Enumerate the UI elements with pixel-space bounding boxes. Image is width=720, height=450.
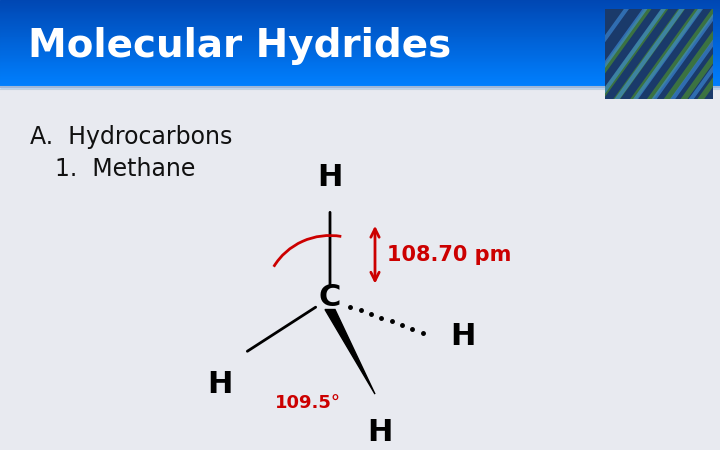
Bar — [0, 5, 720, 6]
Bar — [0, 22, 720, 23]
Bar — [0, 68, 720, 69]
Bar — [0, 54, 720, 55]
Bar — [0, 14, 720, 15]
Bar — [0, 49, 720, 50]
Bar — [0, 76, 720, 77]
Bar — [0, 65, 720, 66]
Text: Molecular Hydrides: Molecular Hydrides — [28, 27, 451, 65]
Bar — [0, 1, 720, 2]
Bar — [0, 42, 720, 43]
Bar — [0, 57, 720, 58]
Bar — [0, 47, 720, 48]
Bar — [0, 26, 720, 27]
Bar — [0, 32, 720, 33]
Bar — [0, 61, 720, 62]
Text: H: H — [450, 322, 475, 351]
Bar — [0, 84, 720, 85]
Bar — [0, 41, 720, 42]
Bar — [0, 3, 720, 4]
Bar — [0, 46, 720, 47]
Bar — [0, 75, 720, 76]
Bar — [0, 55, 720, 56]
Bar — [0, 35, 720, 36]
Bar — [0, 30, 720, 31]
Bar — [0, 51, 720, 52]
Bar — [0, 36, 720, 37]
Bar — [0, 80, 720, 81]
Bar — [0, 62, 720, 63]
Bar — [0, 83, 720, 84]
Bar — [0, 82, 720, 83]
Bar — [0, 40, 720, 41]
Bar — [0, 25, 720, 26]
Bar — [0, 52, 720, 53]
Polygon shape — [325, 310, 375, 394]
Bar — [0, 74, 720, 75]
Bar — [0, 50, 720, 51]
Bar — [0, 9, 720, 10]
Bar — [0, 44, 720, 45]
Bar — [0, 7, 720, 8]
Bar — [0, 21, 720, 22]
Bar — [0, 78, 720, 79]
Bar — [0, 33, 720, 34]
Bar — [0, 24, 720, 25]
Bar — [0, 43, 720, 44]
Bar — [0, 6, 720, 7]
Text: 109.5°: 109.5° — [275, 394, 341, 412]
Text: H: H — [207, 370, 233, 399]
Bar — [0, 45, 720, 46]
Bar — [0, 2, 720, 3]
Bar — [0, 48, 720, 49]
Bar — [0, 31, 720, 32]
Bar — [0, 38, 720, 40]
Text: H: H — [318, 163, 343, 192]
Bar — [0, 19, 720, 20]
Bar — [0, 56, 720, 57]
FancyBboxPatch shape — [601, 6, 716, 102]
Bar — [0, 23, 720, 24]
Bar — [0, 28, 720, 29]
Bar — [0, 63, 720, 64]
Bar — [0, 81, 720, 82]
Bar — [0, 64, 720, 65]
Bar — [0, 0, 720, 1]
Bar — [0, 20, 720, 21]
Bar — [0, 10, 720, 12]
Bar — [0, 29, 720, 30]
Bar — [0, 8, 720, 9]
Bar — [0, 59, 720, 61]
Bar — [0, 70, 720, 71]
Bar — [0, 72, 720, 73]
Bar — [0, 71, 720, 72]
Bar — [0, 15, 720, 16]
Bar — [0, 37, 720, 38]
Bar — [0, 18, 720, 19]
Bar — [0, 77, 720, 78]
Bar — [0, 85, 720, 86]
Bar — [0, 27, 720, 28]
Bar — [0, 69, 720, 70]
Bar — [0, 4, 720, 5]
Text: H: H — [367, 418, 392, 447]
Text: 108.70 pm: 108.70 pm — [387, 245, 511, 265]
Bar — [0, 58, 720, 59]
Text: 1.  Methane: 1. Methane — [55, 157, 195, 181]
Bar — [0, 16, 720, 17]
Bar — [0, 66, 720, 67]
Bar — [0, 73, 720, 74]
Bar — [0, 53, 720, 54]
Text: C: C — [319, 284, 341, 312]
Bar — [0, 79, 720, 80]
Bar — [0, 17, 720, 18]
Text: A.  Hydrocarbons: A. Hydrocarbons — [30, 125, 233, 149]
Bar — [0, 12, 720, 13]
Bar — [0, 34, 720, 35]
